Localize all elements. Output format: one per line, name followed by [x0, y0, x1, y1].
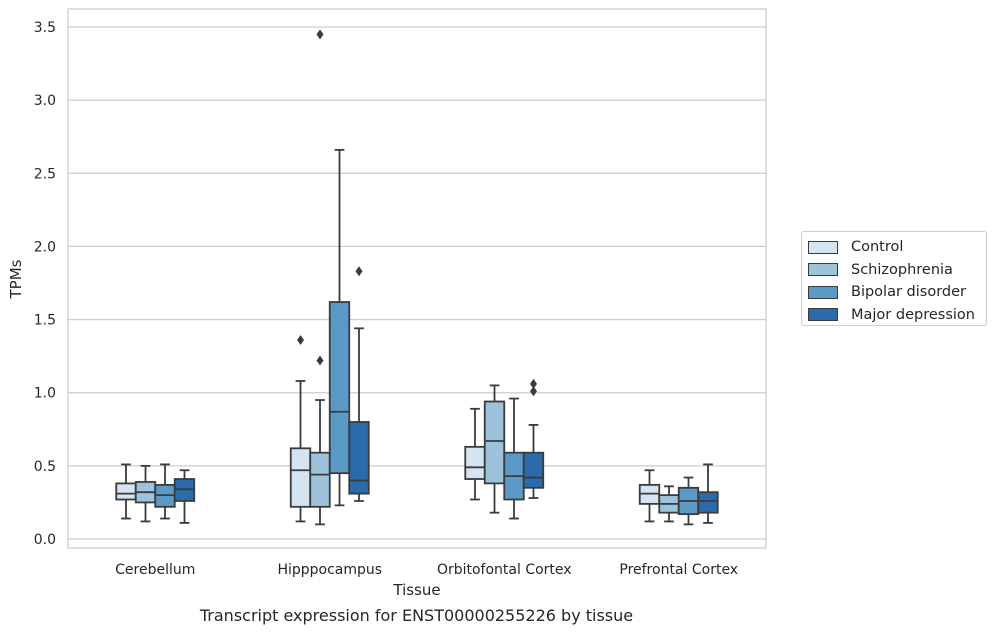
- outlier-point: [297, 335, 304, 346]
- legend-swatch: [808, 263, 838, 277]
- box: [503, 397, 525, 520]
- box-body: [522, 451, 545, 489]
- y-axis-ticks: 0.0 0.5 1.0 1.5 2.0 2.5 3.0 3.5: [34, 20, 56, 548]
- y-tick-label: 2.0: [34, 239, 56, 255]
- x-axis-label: Tissue: [392, 581, 440, 599]
- y-tick-label: 3.0: [34, 93, 56, 109]
- box-body: [309, 451, 331, 508]
- legend-item-control: Control: [808, 236, 986, 259]
- box: [638, 469, 661, 523]
- box-body: [328, 301, 351, 475]
- y-tick-label: 1.5: [34, 313, 56, 329]
- y-tick-label: 3.5: [34, 20, 56, 36]
- box: [677, 476, 700, 526]
- box: [289, 335, 312, 523]
- gridlines: [68, 26, 766, 540]
- outlier-point: [530, 386, 537, 397]
- y-tick-label: 1.0: [34, 386, 56, 402]
- series-major-depression: [173, 266, 719, 524]
- x-axis-ticks: Cerebellum Hipppocampus Orbitofontal Corte…: [115, 562, 738, 578]
- box: [154, 463, 176, 520]
- outlier-point: [316, 29, 324, 40]
- legend-swatch: [808, 308, 838, 322]
- legend-swatch: [808, 240, 838, 254]
- box: [115, 463, 137, 520]
- box-body: [348, 421, 370, 495]
- box: [464, 407, 486, 501]
- outlier-point: [316, 355, 324, 366]
- legend-label: Schizophrenia: [851, 261, 953, 278]
- legend-item-major-depression: Major depression: [808, 304, 986, 327]
- box-body: [289, 447, 312, 508]
- box-body: [483, 400, 506, 485]
- x-tick-label: Cerebellum: [115, 562, 195, 578]
- y-axis-label: TPMs: [7, 259, 25, 299]
- series-schizophrenia: [134, 29, 680, 526]
- box: [522, 378, 545, 499]
- box-series: [115, 29, 719, 526]
- box: [328, 148, 351, 507]
- x-tick-label: Prefrontal Cortex: [619, 562, 738, 578]
- box-body: [697, 491, 719, 514]
- legend: Control Schizophrenia Bipolar disorder M…: [801, 231, 987, 326]
- box-body: [115, 482, 137, 501]
- x-tick-label: Hipppocampus: [277, 562, 382, 578]
- y-tick-label: 0.0: [34, 532, 56, 548]
- outlier-point: [355, 266, 363, 277]
- box: [697, 463, 719, 524]
- legend-swatch: [808, 285, 838, 299]
- legend-label: Major depression: [851, 306, 975, 323]
- outlier-point: [530, 378, 537, 389]
- legend-item-schizophrenia: Schizophrenia: [808, 259, 986, 282]
- x-tick-label: Orbitofontal Cortex: [437, 562, 572, 578]
- box: [483, 384, 506, 514]
- box: [134, 464, 157, 523]
- plot-frame: [67, 8, 767, 549]
- chart-caption: Transcript expression for ENST0000025522…: [199, 606, 634, 625]
- y-tick-label: 0.5: [34, 459, 56, 475]
- series-bipolar-disorder: [154, 148, 700, 526]
- legend-item-bipolar-disorder: Bipolar disorder: [808, 281, 986, 304]
- box: [348, 266, 370, 502]
- box: [173, 469, 196, 524]
- box: [309, 29, 331, 526]
- y-tick-label: 2.5: [34, 166, 56, 182]
- legend-label: Control: [851, 239, 904, 256]
- box: [658, 485, 680, 523]
- box-body: [464, 445, 486, 480]
- series-control: [115, 335, 661, 523]
- legend-label: Bipolar disorder: [851, 284, 966, 301]
